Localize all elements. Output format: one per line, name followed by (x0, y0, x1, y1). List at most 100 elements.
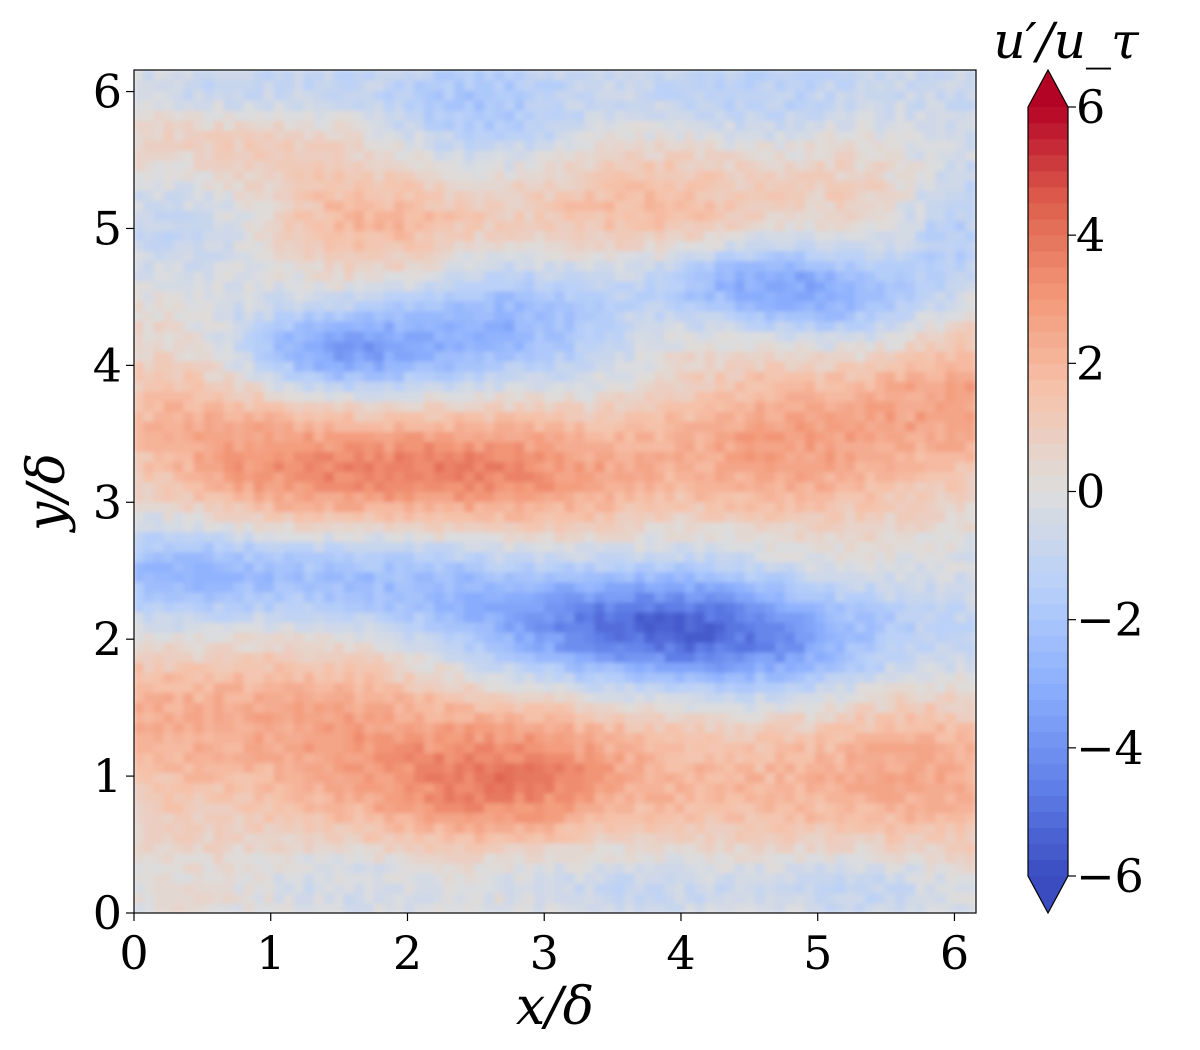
field-cell (714, 350, 726, 362)
field-cell (213, 290, 225, 302)
field-cell (544, 420, 556, 432)
field-cell (273, 791, 285, 804)
field-cell (213, 330, 225, 342)
field-cell (464, 641, 476, 653)
field-cell (253, 189, 265, 202)
field-cell (544, 852, 556, 864)
field-cell (173, 310, 185, 322)
field-cell (384, 179, 396, 192)
field-cell (213, 802, 225, 814)
field-cell (664, 430, 676, 442)
field-cell (494, 741, 506, 754)
field-cell (534, 229, 546, 242)
field-cell (704, 109, 716, 121)
field-cell (163, 199, 175, 212)
field-cell (424, 791, 436, 804)
field-cell (173, 591, 185, 603)
field-cell (504, 741, 516, 754)
field-cell (444, 822, 456, 834)
field-cell (434, 521, 446, 533)
field-cell (494, 209, 506, 222)
field-cell (654, 310, 666, 322)
field-cell (444, 99, 456, 111)
field-cell (504, 701, 516, 713)
field-cell (444, 802, 456, 814)
field-cell (674, 852, 686, 864)
field-cell (263, 711, 275, 723)
field-cell (293, 731, 305, 743)
field-cell (514, 621, 526, 633)
field-cell (373, 350, 386, 362)
field-cell (594, 621, 606, 633)
field-cell (303, 781, 316, 794)
field-cell (674, 79, 686, 91)
field-cell (644, 390, 656, 402)
field-cell (273, 400, 285, 412)
field-cell (674, 701, 686, 713)
field-cell (454, 902, 466, 913)
field-cell (454, 822, 466, 834)
field-cell (213, 641, 225, 653)
field-cell (363, 490, 376, 503)
field-cell (384, 711, 396, 723)
field-cell (474, 691, 486, 703)
field-cell (213, 561, 225, 573)
field-cell (384, 250, 396, 262)
field-cell (143, 882, 155, 894)
field-cell (504, 240, 516, 252)
field-cell (404, 199, 416, 212)
field-cell (544, 179, 556, 192)
field-cell (654, 410, 666, 422)
field-cell (604, 410, 616, 422)
field-cell (624, 250, 636, 262)
field-cell (644, 219, 656, 232)
field-cell (353, 280, 366, 292)
field-cell (444, 360, 456, 372)
field-cell (484, 250, 496, 262)
field-cell (353, 781, 366, 794)
field-cell (584, 360, 596, 372)
field-cell (524, 902, 536, 913)
field-cell (524, 149, 536, 161)
field-cell (444, 661, 456, 673)
field-cell (343, 601, 356, 613)
field-cell (343, 741, 356, 754)
field-cell (444, 199, 456, 212)
field-cell (574, 70, 586, 81)
field-cell (444, 852, 456, 864)
field-cell (444, 531, 456, 543)
field-cell (323, 310, 336, 322)
field-cell (494, 551, 506, 563)
field-cell (263, 360, 275, 372)
field-cell (373, 169, 386, 181)
field-cell (594, 169, 606, 181)
field-cell (203, 872, 215, 884)
field-cell (614, 280, 626, 292)
field-cell (574, 460, 586, 473)
field-cell (624, 370, 636, 382)
field-cell (524, 832, 536, 844)
field-cell (654, 270, 666, 282)
field-cell (193, 480, 205, 493)
field-cell (183, 430, 195, 442)
field-cell (313, 229, 326, 242)
field-cell (353, 189, 366, 202)
field-cell (333, 621, 346, 633)
field-cell (333, 731, 346, 743)
field-cell (343, 611, 356, 623)
field-cell (494, 832, 506, 844)
field-cell (293, 521, 305, 533)
field-cell (694, 70, 706, 81)
field-cell (293, 571, 305, 583)
field-cell (283, 169, 295, 181)
field-cell (394, 440, 406, 452)
field-cell (674, 571, 686, 583)
field-cell (323, 781, 336, 794)
field-cell (634, 290, 646, 302)
field-cell (333, 169, 346, 181)
field-cell (193, 902, 205, 913)
field-cell (484, 189, 496, 202)
field-cell (263, 89, 275, 101)
field-cell (414, 290, 426, 302)
field-cell (494, 149, 506, 161)
